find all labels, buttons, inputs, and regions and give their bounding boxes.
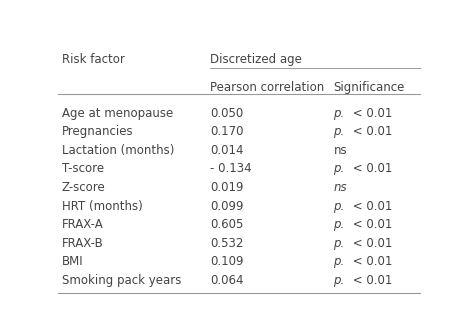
Text: Discretized age: Discretized age [210,53,302,66]
Text: p.: p. [333,126,345,139]
Text: 0.170: 0.170 [210,126,244,139]
Text: < 0.01: < 0.01 [349,126,393,139]
Text: HRT (months): HRT (months) [62,199,143,212]
Text: - 0.134: - 0.134 [210,163,252,175]
Text: 0.064: 0.064 [210,274,244,287]
Text: 0.019: 0.019 [210,181,244,194]
Text: Z-score: Z-score [62,181,106,194]
Text: 0.014: 0.014 [210,144,244,157]
Text: Significance: Significance [333,81,405,94]
Text: p.: p. [333,255,345,268]
Text: p.: p. [333,274,345,287]
Text: Age at menopause: Age at menopause [62,107,173,120]
Text: p.: p. [333,107,345,120]
Text: ns: ns [333,181,347,194]
Text: p.: p. [333,218,345,231]
Text: p.: p. [333,163,345,175]
Text: < 0.01: < 0.01 [349,107,393,120]
Text: Pearson correlation: Pearson correlation [210,81,325,94]
Text: FRAX-B: FRAX-B [62,236,104,249]
Text: < 0.01: < 0.01 [349,236,393,249]
Text: < 0.01: < 0.01 [349,199,393,212]
Text: p.: p. [333,236,345,249]
Text: p.: p. [333,199,345,212]
Text: ns: ns [333,144,347,157]
Text: < 0.01: < 0.01 [349,163,393,175]
Text: Smoking pack years: Smoking pack years [62,274,181,287]
Text: Risk factor: Risk factor [62,53,125,66]
Text: BMI: BMI [62,255,84,268]
Text: < 0.01: < 0.01 [349,218,393,231]
Text: T-score: T-score [62,163,104,175]
Text: 0.605: 0.605 [210,218,244,231]
Text: 0.050: 0.050 [210,107,244,120]
Text: FRAX-A: FRAX-A [62,218,104,231]
Text: 0.532: 0.532 [210,236,244,249]
Text: 0.109: 0.109 [210,255,244,268]
Text: 0.099: 0.099 [210,199,244,212]
Text: Lactation (months): Lactation (months) [62,144,174,157]
Text: < 0.01: < 0.01 [349,255,393,268]
Text: < 0.01: < 0.01 [349,274,393,287]
Text: Pregnancies: Pregnancies [62,126,134,139]
